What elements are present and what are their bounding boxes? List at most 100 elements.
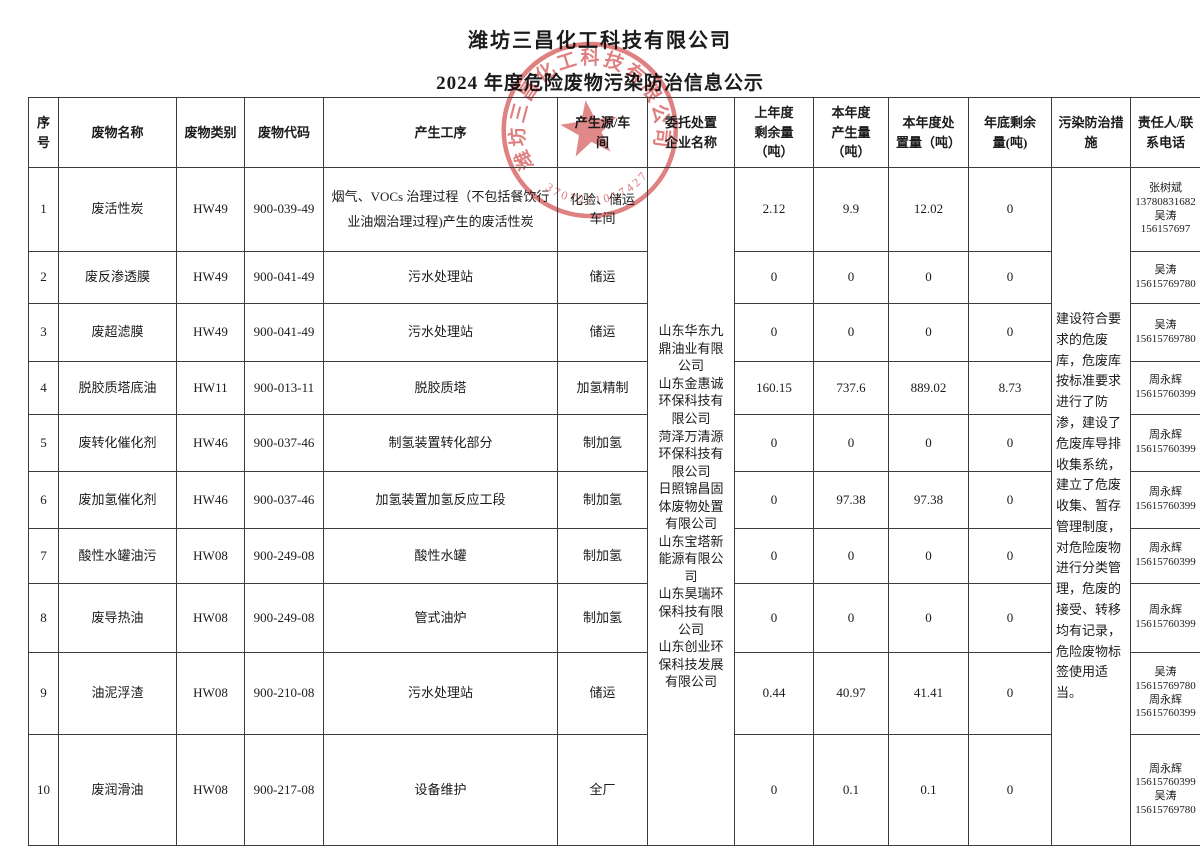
contact-line: 15615769780 bbox=[1135, 679, 1196, 692]
row-number-cell: 7 bbox=[28, 528, 59, 584]
waste-name-cell: 油泥浮渣 bbox=[58, 652, 177, 735]
table-row: 9 油泥浮渣 HW08 900-210-08 污水处理站 储运 0.44 40.97 41.41… bbox=[28, 652, 1200, 735]
source-workshop-cell: 制加氢 bbox=[557, 528, 648, 584]
waste-category-cell: HW11 bbox=[176, 361, 245, 415]
contact-line: 15615769780 bbox=[1135, 803, 1196, 816]
year-disposed-cell: 0 bbox=[888, 528, 969, 584]
table-row: 7 酸性水罐油污 HW08 900-249-08 酸性水罐 制加氢 0 0 0 0 周永辉 15615… bbox=[28, 528, 1200, 584]
source-workshop-cell: 制加氢 bbox=[557, 583, 648, 653]
responsible-contact-cell: 周永辉 15615760399 bbox=[1130, 414, 1200, 472]
row-number-cell: 3 bbox=[28, 303, 59, 362]
year-end-remaining-cell: 8.73 bbox=[968, 361, 1052, 415]
table-row: 4 脱胶质塔底油 HW11 900-013-11 脱胶质塔 加氢精制 160.15 737.6… bbox=[28, 361, 1200, 415]
year-disposed-cell: 0.1 bbox=[888, 734, 969, 846]
company-name: 山东昊瑞环保科技有限公司 bbox=[658, 586, 724, 637]
year-end-remaining-cell: 0 bbox=[968, 471, 1052, 529]
production-process-cell: 酸性水罐 bbox=[323, 528, 558, 584]
company-name: 山东创业环保科技发展有限公司 bbox=[658, 639, 724, 690]
contact-line: 13780831682 bbox=[1135, 195, 1196, 208]
contact-line: 周永辉 bbox=[1149, 429, 1182, 442]
production-process-cell: 污水处理站 bbox=[323, 251, 558, 304]
responsible-contact-cell: 周永辉 15615760399 bbox=[1130, 528, 1200, 584]
year-disposed-cell: 0 bbox=[888, 303, 969, 362]
year-produced-cell: 40.97 bbox=[813, 652, 889, 735]
column-header: 废物代码 bbox=[244, 97, 324, 168]
contact-line: 15615760399 bbox=[1135, 443, 1196, 455]
contact-line: 张树斌 bbox=[1149, 182, 1182, 194]
year-produced-cell: 0 bbox=[813, 251, 889, 304]
contact-line: 吴涛 bbox=[1154, 666, 1177, 678]
waste-code-cell: 900-210-08 bbox=[244, 652, 324, 735]
year-disposed-cell: 97.38 bbox=[888, 471, 969, 529]
table-row: 6 废加氢催化剂 HW46 900-037-46 加氢装置加氢反应工段 制加氢 0 97.38… bbox=[28, 471, 1200, 529]
responsible-contact-cell: 吴涛 15615769780 bbox=[1130, 251, 1200, 304]
year-produced-cell: 737.6 bbox=[813, 361, 889, 415]
source-workshop-cell: 化验、储运车间 bbox=[557, 167, 648, 252]
contact-line: 吴涛 bbox=[1154, 263, 1177, 276]
waste-name-cell: 废加氢催化剂 bbox=[58, 471, 177, 529]
waste-name-cell: 废转化催化剂 bbox=[58, 414, 177, 472]
year-end-remaining-cell: 0 bbox=[968, 414, 1052, 472]
responsible-contact-cell: 吴涛 15615769780 bbox=[1130, 303, 1200, 362]
year-end-remaining-cell: 0 bbox=[968, 251, 1052, 304]
company-name: 山东金惠诚环保科技有限公司 bbox=[658, 375, 724, 426]
contact-line: 15615769780 bbox=[1135, 277, 1196, 290]
responsible-contact-cell: 张树斌 13780831682 吴涛 156157697 bbox=[1130, 167, 1200, 252]
table-row: 5 废转化催化剂 HW46 900-037-46 制氢装置转化部分 制加氢 0 0 0 0 周永辉 1… bbox=[28, 414, 1200, 472]
waste-name-cell: 废反渗透膜 bbox=[58, 251, 177, 304]
contact-line: 周永辉 bbox=[1149, 604, 1182, 617]
column-header: 本年度 产生量 （吨） bbox=[813, 97, 889, 168]
waste-category-cell: HW46 bbox=[176, 471, 245, 529]
year-produced-cell: 9.9 bbox=[813, 167, 889, 252]
last-year-remaining-cell: 0 bbox=[734, 528, 814, 584]
column-header: 责任人/联 系电话 bbox=[1130, 97, 1200, 168]
production-process-cell: 脱胶质塔 bbox=[323, 361, 558, 415]
year-disposed-cell: 0 bbox=[888, 414, 969, 472]
contact-line: 周永辉 bbox=[1149, 693, 1182, 706]
waste-code-cell: 900-249-08 bbox=[244, 583, 324, 653]
contact-line: 15615760399 bbox=[1135, 556, 1196, 568]
column-header: 年底剩余 量(吨) bbox=[968, 97, 1052, 168]
year-end-remaining-cell: 0 bbox=[968, 303, 1052, 362]
last-year-remaining-cell: 0.44 bbox=[734, 652, 814, 735]
contact-line: 156157697 bbox=[1140, 223, 1191, 236]
table-row: 1 废活性炭 HW49 900-039-49 烟气、VOCs 治理过程（不包括餐饮行业油… bbox=[28, 167, 1200, 846]
waste-code-cell: 900-013-11 bbox=[244, 361, 324, 415]
waste-code-cell: 900-249-08 bbox=[244, 528, 324, 584]
last-year-remaining-cell: 0 bbox=[734, 251, 814, 304]
contact-line: 周永辉 bbox=[1149, 374, 1182, 387]
page-title: 潍坊三昌化工科技有限公司 bbox=[468, 30, 732, 52]
production-process-cell: 管式油炉 bbox=[323, 583, 558, 653]
year-disposed-cell: 0 bbox=[888, 583, 969, 653]
row-number-cell: 1 bbox=[28, 167, 59, 252]
last-year-remaining-cell: 0 bbox=[734, 471, 814, 529]
year-produced-cell: 0 bbox=[813, 528, 889, 584]
column-header: 委托处置 企业名称 bbox=[647, 97, 735, 168]
column-header: 废物名称 bbox=[58, 97, 177, 168]
waste-category-cell: HW08 bbox=[176, 734, 245, 846]
production-process-cell: 污水处理站 bbox=[323, 303, 558, 362]
column-header: 序 号 bbox=[28, 97, 59, 168]
waste-category-cell: HW46 bbox=[176, 414, 245, 472]
row-number-cell: 8 bbox=[28, 583, 59, 653]
source-workshop-cell: 制加氢 bbox=[557, 414, 648, 472]
waste-category-cell: HW08 bbox=[176, 528, 245, 584]
column-header: 产生工序 bbox=[323, 97, 558, 168]
contact-line: 15615760399 bbox=[1135, 707, 1196, 720]
year-end-remaining-cell: 0 bbox=[968, 528, 1052, 584]
source-workshop-cell: 储运 bbox=[557, 251, 648, 304]
year-produced-cell: 0 bbox=[813, 414, 889, 472]
waste-category-cell: HW08 bbox=[176, 652, 245, 735]
year-end-remaining-cell: 0 bbox=[968, 652, 1052, 735]
responsible-contact-cell: 周永辉 15615760399 bbox=[1130, 361, 1200, 415]
waste-category-cell: HW49 bbox=[176, 303, 245, 362]
contact-line: 15615760399 bbox=[1135, 500, 1196, 512]
last-year-remaining-cell: 0 bbox=[734, 303, 814, 362]
year-disposed-cell: 889.02 bbox=[888, 361, 969, 415]
contact-line: 15615769780 bbox=[1135, 332, 1196, 345]
source-workshop-cell: 加氢精制 bbox=[557, 361, 648, 415]
contact-line: 周永辉 bbox=[1149, 542, 1182, 555]
company-name: 山东宝塔新能源有限公司 bbox=[658, 533, 724, 584]
row-number-cell: 10 bbox=[28, 734, 59, 846]
